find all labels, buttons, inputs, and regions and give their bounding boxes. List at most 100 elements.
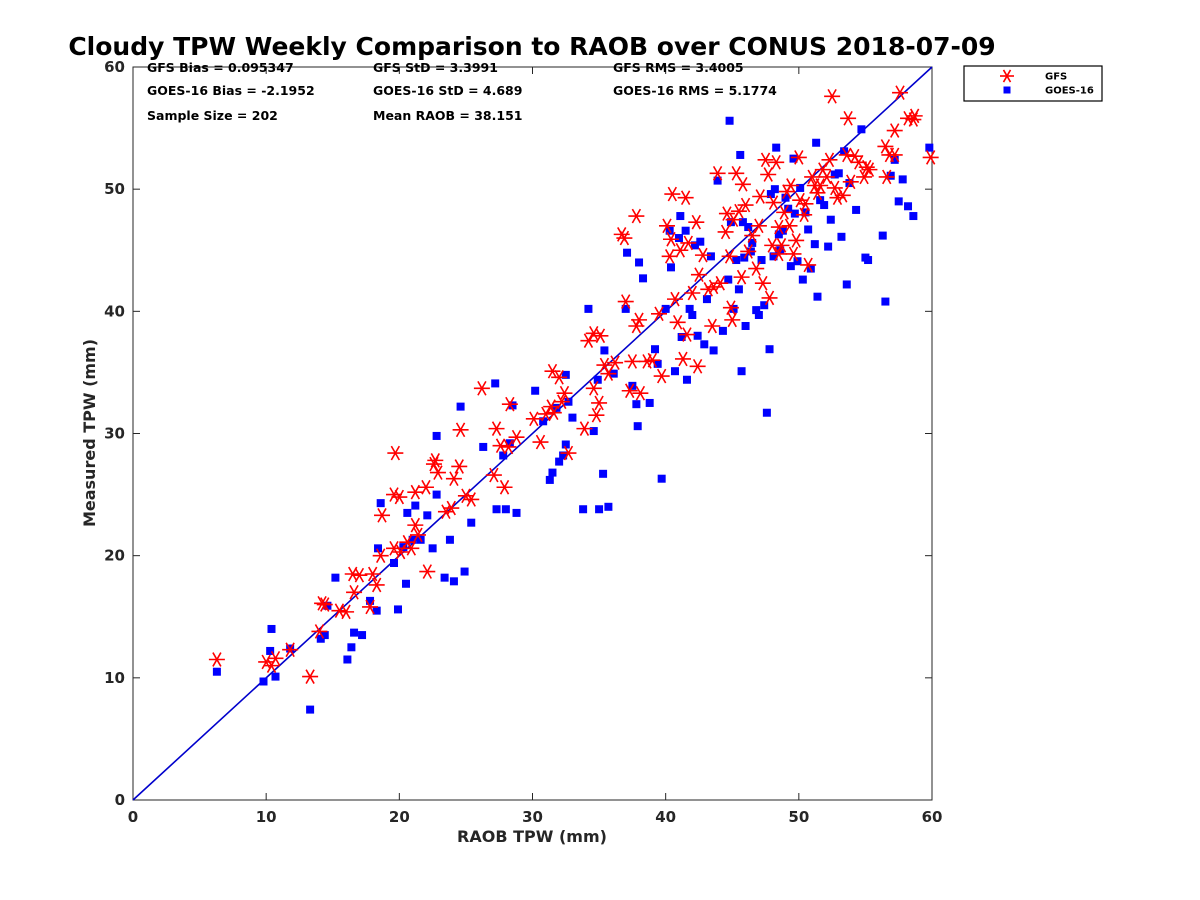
asterisk-stroke bbox=[712, 165, 723, 181]
asterisk-stroke bbox=[212, 652, 222, 667]
asterisk-stroke bbox=[461, 488, 471, 504]
asterisk-stroke bbox=[842, 147, 852, 163]
data-point bbox=[500, 439, 517, 455]
asterisk-stroke bbox=[687, 285, 697, 301]
data-point bbox=[769, 252, 778, 261]
stat-text: GOES-16 Bias = -2.1952 bbox=[147, 83, 315, 98]
data-point bbox=[372, 548, 389, 563]
x-tick-label: 10 bbox=[256, 808, 277, 826]
data-point bbox=[757, 152, 774, 168]
asterisk-stroke bbox=[389, 541, 399, 556]
y-tick-label: 10 bbox=[104, 669, 125, 687]
asterisk-stroke bbox=[763, 167, 773, 182]
asterisk-stroke bbox=[824, 152, 835, 168]
data-point bbox=[789, 154, 798, 163]
asterisk-stroke bbox=[349, 584, 359, 600]
stat-text: GFS Bias = 0.095347 bbox=[147, 60, 294, 75]
asterisk-stroke bbox=[413, 527, 423, 543]
asterisk-stroke bbox=[261, 654, 271, 670]
asterisk-stroke bbox=[634, 312, 644, 328]
asterisk-stroke bbox=[627, 354, 638, 369]
data-point bbox=[323, 601, 332, 610]
asterisk-stroke bbox=[554, 369, 564, 385]
data-point bbox=[861, 162, 878, 177]
asterisk-stroke bbox=[784, 218, 795, 234]
asterisk-stroke bbox=[654, 306, 664, 322]
data-point bbox=[810, 240, 819, 249]
data-point bbox=[678, 327, 695, 342]
data-point bbox=[501, 505, 510, 514]
data-point bbox=[800, 257, 817, 273]
data-point bbox=[881, 297, 890, 306]
data-point bbox=[826, 180, 843, 196]
data-point bbox=[770, 246, 787, 262]
data-point bbox=[372, 606, 381, 615]
data-point bbox=[826, 215, 835, 224]
data-point bbox=[674, 234, 683, 243]
asterisk-stroke bbox=[449, 471, 459, 487]
asterisk-stroke bbox=[795, 192, 805, 208]
data-point bbox=[508, 401, 517, 410]
asterisk-stroke bbox=[375, 548, 386, 563]
data-point bbox=[208, 652, 225, 667]
data-point bbox=[407, 517, 424, 533]
y-tick-label: 40 bbox=[104, 302, 125, 320]
asterisk-stroke bbox=[743, 244, 753, 259]
data-point bbox=[456, 402, 465, 411]
data-point bbox=[266, 646, 275, 655]
data-point bbox=[786, 262, 795, 271]
data-point bbox=[744, 223, 753, 232]
asterisk-stroke bbox=[788, 246, 799, 262]
data-point bbox=[685, 304, 694, 313]
data-point bbox=[765, 195, 782, 210]
data-point bbox=[596, 357, 613, 373]
data-point bbox=[688, 214, 705, 230]
data-point bbox=[645, 398, 654, 407]
data-point bbox=[653, 368, 670, 384]
data-point bbox=[314, 595, 331, 611]
data-point bbox=[842, 280, 851, 289]
data-point bbox=[658, 218, 675, 234]
asterisk-stroke bbox=[557, 394, 567, 410]
asterisk-stroke bbox=[776, 238, 787, 253]
data-point bbox=[834, 187, 851, 203]
data-point bbox=[857, 125, 866, 134]
data-point bbox=[390, 558, 399, 567]
data-point bbox=[653, 359, 662, 368]
data-point bbox=[631, 312, 648, 328]
data-point bbox=[588, 407, 605, 423]
asterisk-stroke bbox=[794, 150, 804, 165]
data-point bbox=[419, 564, 436, 579]
data-point bbox=[644, 352, 661, 368]
data-point bbox=[718, 206, 735, 221]
data-point bbox=[632, 385, 649, 401]
asterisk-stroke bbox=[755, 189, 765, 204]
data-point bbox=[712, 275, 729, 291]
asterisk-stroke bbox=[758, 275, 768, 291]
data-point bbox=[525, 411, 542, 427]
data-point bbox=[737, 197, 754, 213]
data-point bbox=[451, 459, 468, 474]
asterisk-stroke bbox=[390, 445, 401, 461]
y-tick-label: 20 bbox=[104, 547, 125, 565]
asterisk-stroke bbox=[890, 123, 900, 138]
asterisk-stroke bbox=[477, 380, 487, 396]
data-point bbox=[677, 332, 686, 341]
data-point bbox=[282, 642, 299, 658]
data-point bbox=[561, 440, 570, 449]
data-point bbox=[778, 226, 787, 235]
asterisk-stroke bbox=[441, 504, 451, 520]
data-point bbox=[551, 369, 568, 385]
data-point bbox=[798, 275, 807, 284]
data-point bbox=[770, 219, 787, 235]
asterisk-stroke bbox=[625, 383, 635, 399]
data-point bbox=[432, 431, 441, 440]
data-point bbox=[267, 650, 284, 666]
asterisk-stroke bbox=[838, 187, 848, 203]
asterisk-stroke bbox=[754, 218, 764, 234]
data-point bbox=[331, 573, 340, 582]
asterisk-stroke bbox=[422, 564, 432, 579]
asterisk-stroke bbox=[767, 238, 777, 253]
data-point bbox=[728, 165, 745, 181]
asterisk-stroke bbox=[880, 139, 891, 154]
